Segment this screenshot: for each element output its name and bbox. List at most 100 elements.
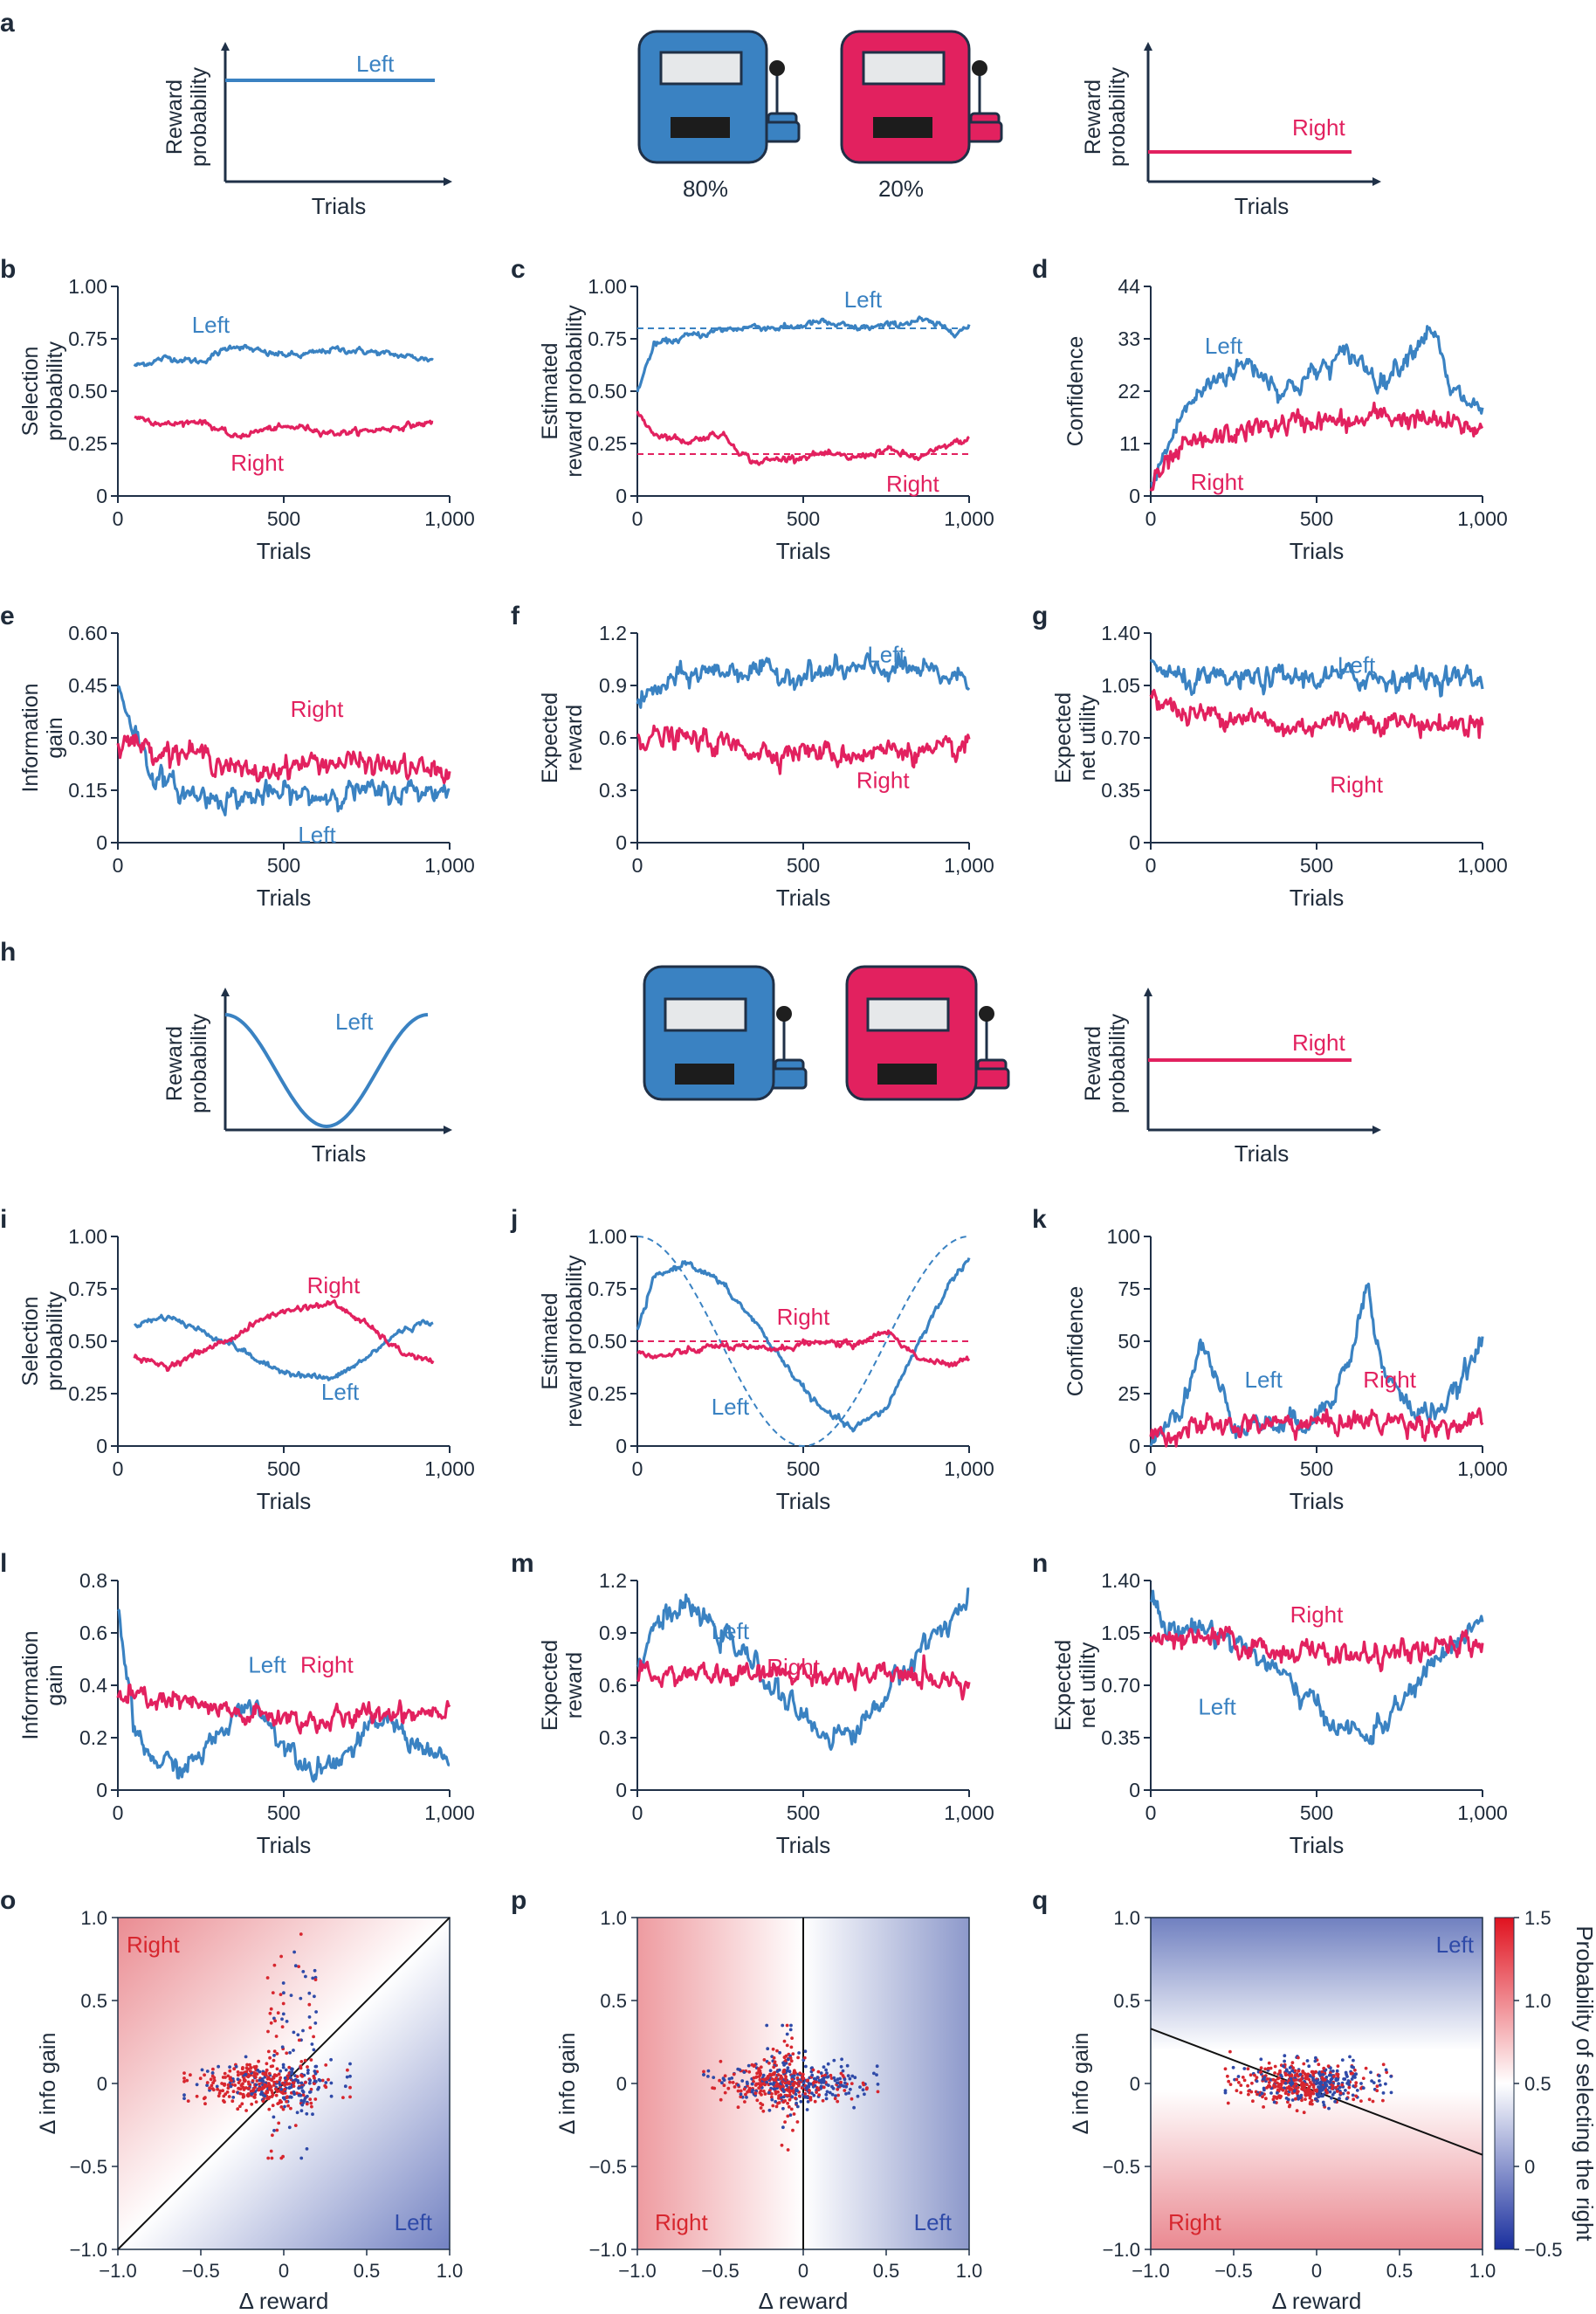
point-left (1279, 2073, 1283, 2077)
point-left (797, 2051, 801, 2055)
point-left (1276, 2091, 1279, 2095)
point-left (825, 2090, 829, 2094)
point-left (311, 2112, 314, 2117)
series-line-left (1149, 1282, 1484, 1447)
point-left (281, 2012, 285, 2016)
point-right (1292, 2078, 1297, 2083)
point-right (795, 2082, 799, 2086)
y-axis-label: Expectedreward (538, 692, 587, 783)
y-tick-label: 1.00 (68, 1225, 107, 1248)
point-left (850, 2074, 855, 2078)
scatter-points (1223, 2049, 1393, 2115)
point-right (233, 2083, 237, 2087)
point-right (241, 2095, 245, 2099)
y-tick-label: 0.2 (79, 1726, 107, 1749)
series-line-left (116, 685, 451, 816)
point-right (800, 2086, 804, 2090)
point-right (274, 2035, 279, 2038)
point-right (1367, 2097, 1372, 2102)
point-left (813, 2083, 817, 2088)
point-left (288, 2085, 292, 2090)
point-left (1334, 2076, 1338, 2081)
point-right (760, 2103, 765, 2107)
panel-letter-m: m (511, 1549, 534, 1578)
point-left (1289, 2076, 1293, 2081)
point-right (320, 2078, 325, 2083)
colorbar-tick-label: 0 (1524, 2156, 1535, 2178)
y-tick-label: 50 (1118, 1330, 1140, 1353)
y-tick-label: 0 (1129, 485, 1140, 507)
panel-letter-q: q (1032, 1886, 1048, 1915)
point-right (182, 2071, 186, 2076)
panel-h-left-ylabel: Rewardprobability (162, 1014, 211, 1113)
point-right (1292, 2084, 1296, 2089)
point-right (287, 2065, 292, 2070)
point-left (745, 2096, 748, 2099)
point-left (1309, 2074, 1312, 2078)
point-right (1273, 2071, 1276, 2075)
point-right (719, 2097, 723, 2102)
y-tick-label: −1.0 (70, 2239, 107, 2261)
point-right (246, 2086, 251, 2090)
point-left (844, 2092, 848, 2096)
series-line-right (116, 733, 451, 785)
y-tick-label: −1.0 (1103, 2239, 1140, 2261)
point-left (720, 2081, 724, 2085)
point-right (718, 2078, 721, 2083)
point-left (291, 2067, 294, 2071)
point-right (1293, 2069, 1297, 2073)
point-right (1353, 2083, 1358, 2088)
x-tick-label: −0.5 (182, 2260, 219, 2282)
panel-n: n 0 0.35 0.70 1.05 1.40 0 500 1,000 Trials Expecte… (1032, 1549, 1508, 1858)
point-right (702, 2070, 705, 2074)
point-right (279, 1954, 283, 1959)
point-left (280, 2017, 284, 2021)
region-label-left: Left (395, 2209, 433, 2235)
point-left (746, 2063, 751, 2068)
point-right (1332, 2075, 1336, 2078)
series-label-left: Left (712, 1618, 750, 1644)
point-right (182, 2076, 186, 2080)
point-right (203, 2102, 207, 2106)
series-label-left: Left (298, 822, 336, 848)
point-right (1299, 2077, 1304, 2081)
point-right (761, 2109, 766, 2113)
point-left (305, 2111, 309, 2116)
point-left (721, 2076, 726, 2081)
point-left (736, 2083, 740, 2087)
panel-a-left-xlabel: Trials (312, 193, 367, 219)
point-left (205, 2070, 210, 2073)
point-left (836, 2077, 840, 2082)
y-tick-label: 0.9 (599, 674, 627, 697)
point-left (1330, 2096, 1333, 2100)
x-tick-label: 1,000 (424, 854, 475, 877)
point-left (767, 2090, 771, 2095)
point-right (791, 2128, 795, 2132)
panel-k: k 0 25 50 75 100 0 500 1,000 Trials Confidence Left… (1032, 1205, 1508, 1514)
series-line-right (116, 1683, 451, 1735)
point-right (1239, 2083, 1243, 2088)
point-right (785, 2093, 789, 2097)
point-left (727, 2076, 732, 2081)
point-right (324, 2063, 328, 2067)
point-right (746, 2090, 749, 2094)
point-left (1223, 2090, 1228, 2095)
point-right (791, 2052, 795, 2056)
point-right (251, 2079, 255, 2083)
region-label-right: Right (655, 2209, 708, 2235)
point-right (763, 2092, 767, 2096)
point-left (1311, 2076, 1315, 2080)
point-right (211, 2088, 216, 2092)
panel-h-right-label: Right (1292, 1030, 1345, 1056)
point-left (1338, 2097, 1341, 2101)
point-right (774, 2076, 778, 2080)
y-tick-label: 0.75 (588, 327, 627, 350)
panel-h: h Left Rewardprobability Trials (0, 938, 1381, 1167)
x-tick-label: 1.0 (1469, 2260, 1496, 2282)
y-axis-label: Selectionprobability (18, 1291, 67, 1391)
point-left (858, 2085, 862, 2090)
point-right (759, 2065, 763, 2070)
point-left (272, 2115, 276, 2119)
point-right (1255, 2076, 1259, 2080)
point-right (1320, 2070, 1324, 2074)
